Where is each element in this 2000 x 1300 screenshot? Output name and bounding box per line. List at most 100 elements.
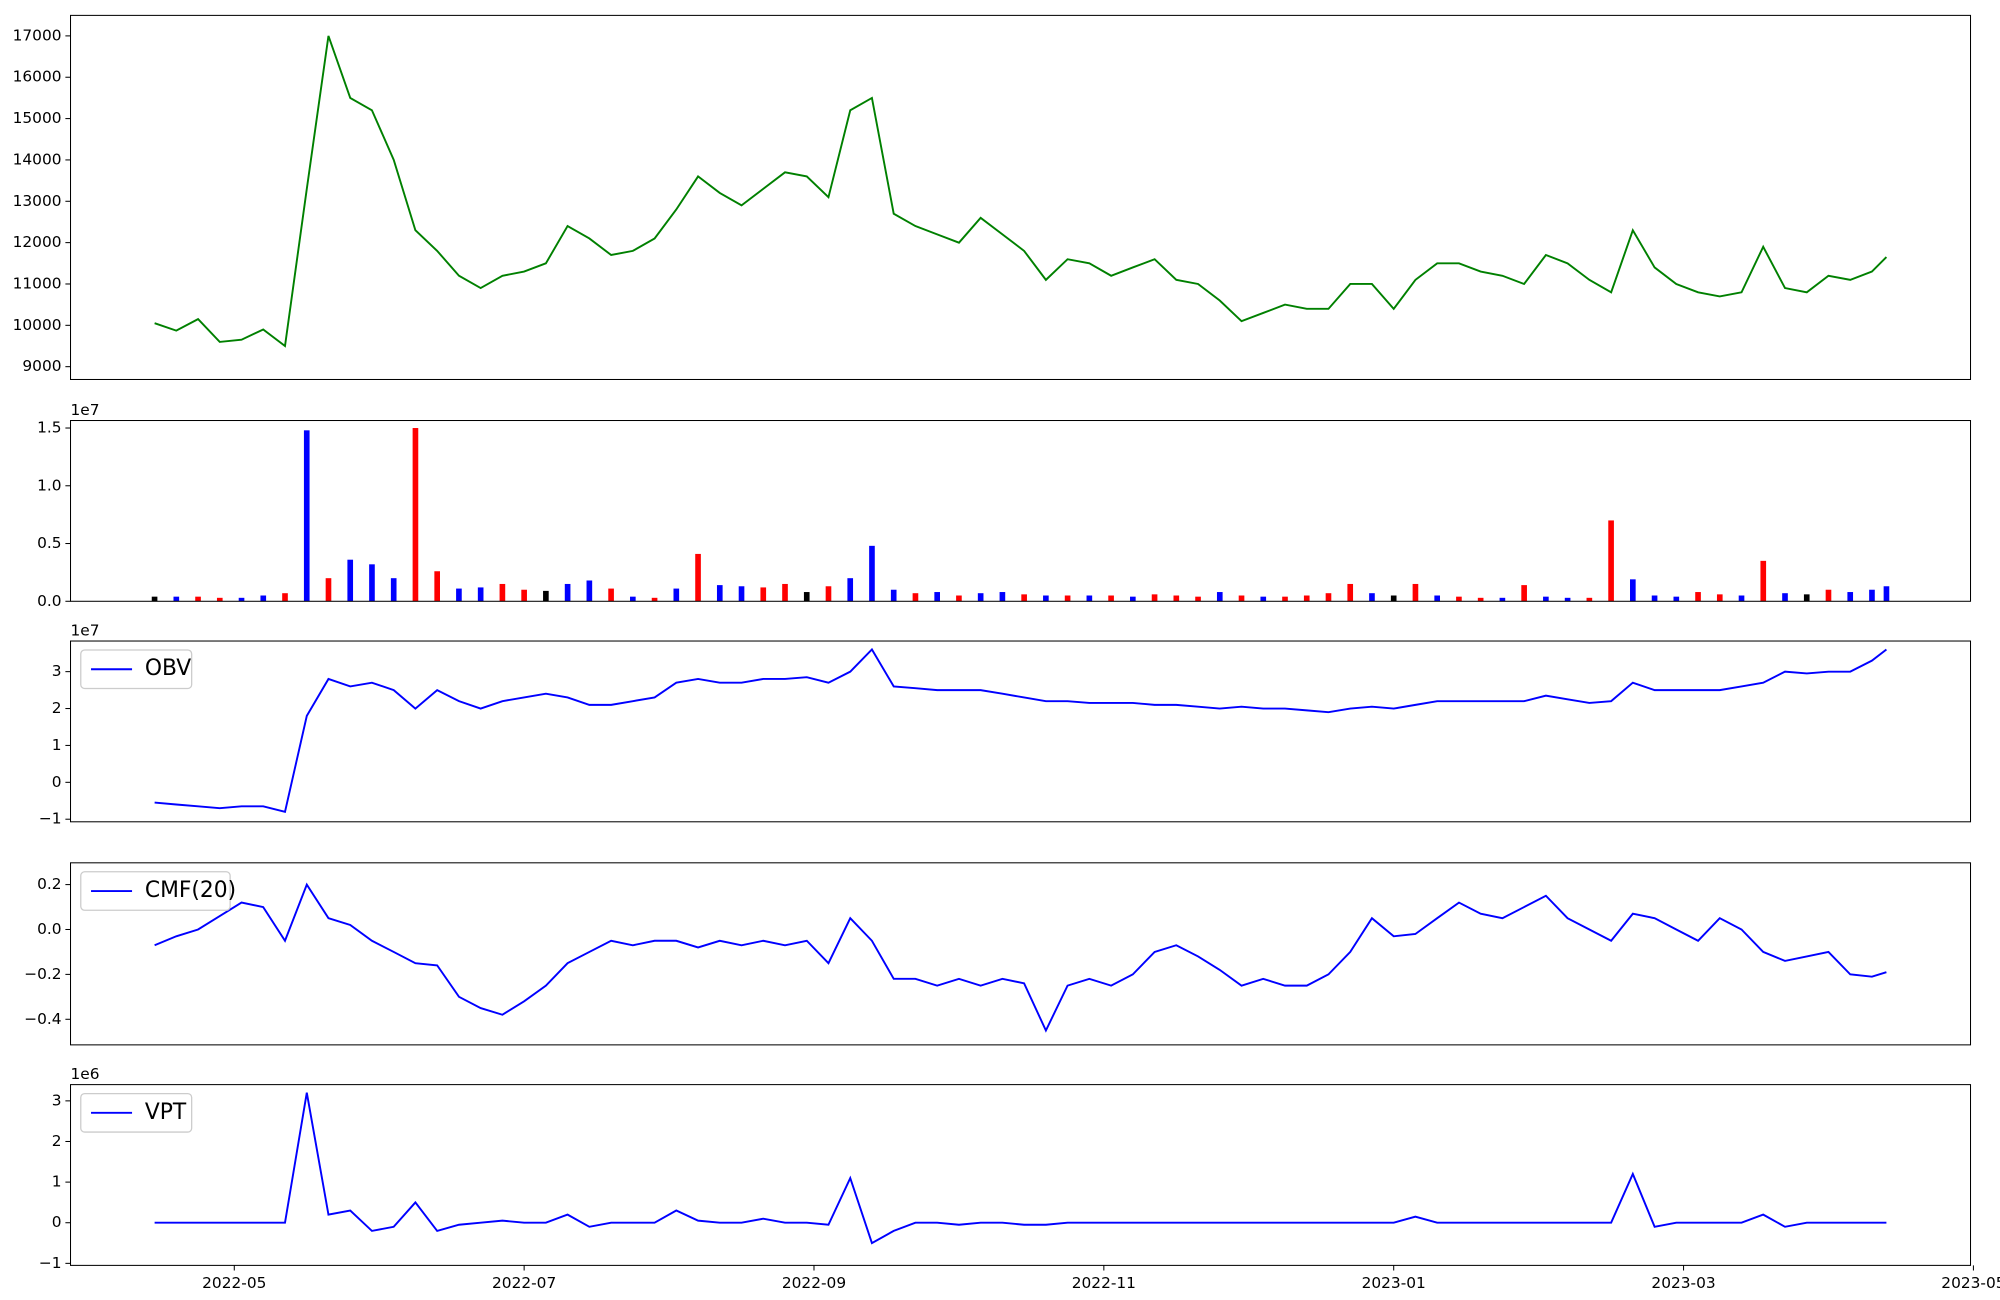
bar bbox=[434, 571, 440, 602]
x-tick-label: 2023-01 bbox=[1362, 1274, 1426, 1292]
axes-frame bbox=[70, 15, 1971, 380]
bar bbox=[825, 586, 832, 602]
bar bbox=[1021, 594, 1027, 602]
bar bbox=[499, 583, 506, 602]
bar bbox=[1303, 595, 1310, 602]
x-tick-label: 2022-05 bbox=[202, 1274, 266, 1292]
axes-border bbox=[69, 862, 1972, 1046]
y-tick-label: 16000 bbox=[13, 68, 62, 86]
legend-box bbox=[80, 649, 193, 690]
axes-frame bbox=[70, 641, 1971, 822]
bar bbox=[1543, 596, 1549, 602]
x-tick-label: 2023-03 bbox=[1651, 1274, 1715, 1292]
bar bbox=[695, 553, 701, 602]
y-tick-label: −0.4 bbox=[24, 1010, 61, 1028]
bar bbox=[543, 590, 549, 602]
y-tick-label: 1 bbox=[52, 736, 62, 754]
bar bbox=[782, 583, 788, 602]
bar bbox=[1108, 595, 1114, 602]
y-tick-label: 1.0 bbox=[37, 476, 61, 494]
axes-frame bbox=[70, 862, 1971, 1045]
bar bbox=[1043, 595, 1049, 602]
y-tick-label: 2 bbox=[52, 699, 62, 717]
y-tick-label: −0.2 bbox=[24, 965, 61, 983]
legend-label: CMF(20) bbox=[145, 878, 236, 903]
axis-offset-label: 1e7 bbox=[71, 621, 100, 639]
bar bbox=[1325, 593, 1332, 602]
axes-border bbox=[69, 1084, 1972, 1266]
line bbox=[154, 1092, 1887, 1245]
line bbox=[154, 35, 1888, 348]
bar bbox=[282, 593, 288, 602]
bar bbox=[260, 595, 267, 602]
y-tick-label: 12000 bbox=[13, 233, 62, 251]
bar bbox=[1282, 596, 1288, 602]
bar bbox=[977, 593, 984, 602]
bar bbox=[1130, 596, 1136, 602]
bar bbox=[1064, 595, 1071, 602]
bar bbox=[803, 592, 810, 602]
axis-offset-label: 1e7 bbox=[71, 401, 100, 419]
axes-border bbox=[69, 640, 1972, 823]
bar bbox=[173, 596, 180, 602]
bar bbox=[1782, 593, 1788, 602]
bar bbox=[934, 592, 940, 602]
bar bbox=[716, 585, 723, 602]
y-tick-label: −1 bbox=[39, 810, 62, 828]
bar bbox=[956, 595, 962, 602]
bar bbox=[586, 580, 593, 602]
bar bbox=[390, 578, 397, 602]
bar bbox=[651, 597, 658, 602]
y-tick-label: 17000 bbox=[13, 26, 62, 44]
y-tick-label: 0.0 bbox=[37, 592, 61, 610]
y-tick-label: 0.0 bbox=[37, 920, 61, 938]
bar bbox=[1825, 589, 1832, 602]
bar bbox=[608, 588, 614, 602]
axes-border bbox=[69, 420, 1972, 602]
bar bbox=[216, 597, 223, 602]
y-tick-label: 9000 bbox=[22, 357, 61, 375]
bar bbox=[1847, 592, 1854, 602]
bar bbox=[412, 428, 419, 602]
line bbox=[154, 882, 1887, 1033]
bar bbox=[1260, 596, 1267, 602]
bar bbox=[477, 587, 484, 602]
bar bbox=[1630, 579, 1636, 602]
bar bbox=[1195, 596, 1201, 602]
bar bbox=[1412, 583, 1419, 602]
bar bbox=[1673, 596, 1680, 602]
x-tick-label: 2022-11 bbox=[1072, 1274, 1136, 1292]
y-tick-label: 0.5 bbox=[37, 534, 61, 552]
y-tick-label: 3 bbox=[52, 662, 62, 680]
y-tick-label: 2 bbox=[52, 1132, 62, 1150]
y-tick-label: −1 bbox=[39, 1254, 62, 1272]
bar bbox=[890, 589, 897, 602]
y-tick-label: 15000 bbox=[13, 109, 62, 127]
axes-border bbox=[69, 14, 1972, 381]
bar bbox=[847, 578, 854, 602]
bar bbox=[999, 592, 1006, 602]
bar bbox=[1716, 594, 1723, 602]
legend-label: OBV bbox=[145, 656, 191, 681]
line bbox=[154, 647, 1887, 813]
bar bbox=[1477, 597, 1484, 602]
bar bbox=[1369, 593, 1375, 602]
bar bbox=[1803, 594, 1810, 602]
y-tick-label: 1.5 bbox=[37, 419, 61, 437]
bar bbox=[1738, 595, 1745, 602]
bar bbox=[1238, 595, 1245, 602]
bar bbox=[1586, 597, 1593, 602]
bar bbox=[1434, 595, 1441, 602]
bar bbox=[630, 596, 636, 602]
bar bbox=[1521, 585, 1527, 602]
axes-frame bbox=[70, 1084, 1971, 1266]
bar bbox=[1390, 595, 1397, 602]
bar bbox=[1883, 586, 1890, 602]
bar bbox=[521, 589, 527, 602]
bar bbox=[347, 559, 354, 602]
bar bbox=[238, 597, 245, 602]
bar bbox=[869, 545, 875, 602]
bar bbox=[369, 564, 375, 602]
y-tick-label: 14000 bbox=[13, 150, 62, 168]
